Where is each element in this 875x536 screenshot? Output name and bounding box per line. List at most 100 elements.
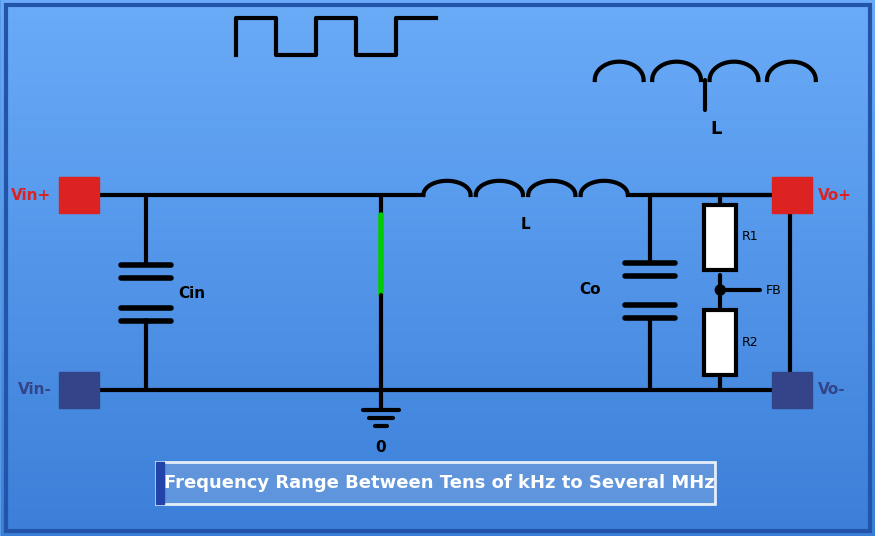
Bar [2, 525, 875, 531]
Bar [2, 263, 875, 268]
Bar [2, 386, 875, 391]
Bar [2, 498, 875, 504]
Bar [2, 418, 875, 423]
Bar [2, 64, 875, 70]
Bar [2, 252, 875, 257]
Bar [2, 279, 875, 284]
Text: Vo+: Vo+ [818, 188, 852, 203]
Text: L: L [521, 217, 530, 232]
Bar [2, 472, 875, 477]
Circle shape [715, 285, 725, 295]
Bar [2, 493, 875, 498]
Bar [2, 407, 875, 413]
Text: 0: 0 [375, 440, 386, 455]
Bar [2, 327, 875, 332]
Bar [2, 247, 875, 252]
Bar [2, 38, 875, 43]
Bar [2, 182, 875, 188]
Bar [2, 440, 875, 445]
Bar [2, 220, 875, 225]
Bar [2, 32, 875, 38]
Bar [2, 391, 875, 397]
Bar [2, 295, 875, 300]
Bar [2, 75, 875, 80]
Bar [2, 155, 875, 161]
Bar [2, 107, 875, 113]
Bar [2, 96, 875, 102]
Bar [2, 338, 875, 343]
Bar [704, 205, 736, 270]
Bar [2, 429, 875, 434]
Bar [2, 70, 875, 75]
Bar [2, 129, 875, 134]
Bar [157, 462, 164, 504]
Bar [2, 461, 875, 466]
Bar [2, 113, 875, 118]
Bar [2, 11, 875, 16]
Bar [772, 372, 812, 408]
Bar [2, 257, 875, 263]
Bar [2, 198, 875, 204]
Bar [2, 172, 875, 177]
Bar [2, 204, 875, 209]
Bar [2, 16, 875, 21]
Text: R1: R1 [742, 230, 759, 243]
Text: R2: R2 [742, 336, 759, 348]
Bar [2, 5, 875, 11]
Bar [2, 482, 875, 488]
Bar [2, 118, 875, 123]
Bar [2, 54, 875, 59]
Text: Cin: Cin [178, 286, 206, 301]
Bar [2, 466, 875, 472]
Bar [2, 134, 875, 139]
Bar [60, 177, 100, 213]
Bar [2, 477, 875, 482]
Bar [2, 230, 875, 236]
Bar [2, 316, 875, 322]
Bar [2, 80, 875, 86]
Bar [2, 456, 875, 461]
Bar [2, 402, 875, 407]
Bar [2, 375, 875, 381]
Bar [2, 413, 875, 418]
Bar [2, 59, 875, 64]
Bar [2, 348, 875, 354]
Bar [2, 520, 875, 525]
Bar [2, 236, 875, 241]
Bar [2, 177, 875, 182]
Bar [2, 504, 875, 509]
Bar [2, 289, 875, 295]
Bar [2, 27, 875, 32]
Bar [2, 139, 875, 145]
Bar [2, 48, 875, 54]
Bar [2, 343, 875, 348]
Bar [2, 450, 875, 456]
Bar [60, 372, 100, 408]
Text: L: L [710, 120, 722, 138]
Bar [2, 509, 875, 515]
Bar [157, 462, 715, 504]
Bar [2, 91, 875, 96]
Bar [2, 209, 875, 214]
Bar [2, 161, 875, 166]
Bar [2, 397, 875, 402]
Text: Co: Co [579, 282, 600, 297]
Text: FB: FB [766, 284, 782, 296]
Bar [2, 434, 875, 440]
Bar [772, 177, 812, 213]
Bar [2, 531, 875, 536]
Bar [2, 214, 875, 220]
Bar [2, 311, 875, 316]
Bar [2, 0, 875, 5]
Bar [2, 166, 875, 172]
Bar [2, 193, 875, 198]
Bar [2, 102, 875, 107]
Bar [704, 310, 736, 375]
Bar [2, 445, 875, 450]
Bar [2, 268, 875, 273]
Bar [2, 43, 875, 48]
Bar [2, 364, 875, 370]
Bar [2, 86, 875, 91]
Bar [2, 306, 875, 311]
Bar [2, 359, 875, 364]
